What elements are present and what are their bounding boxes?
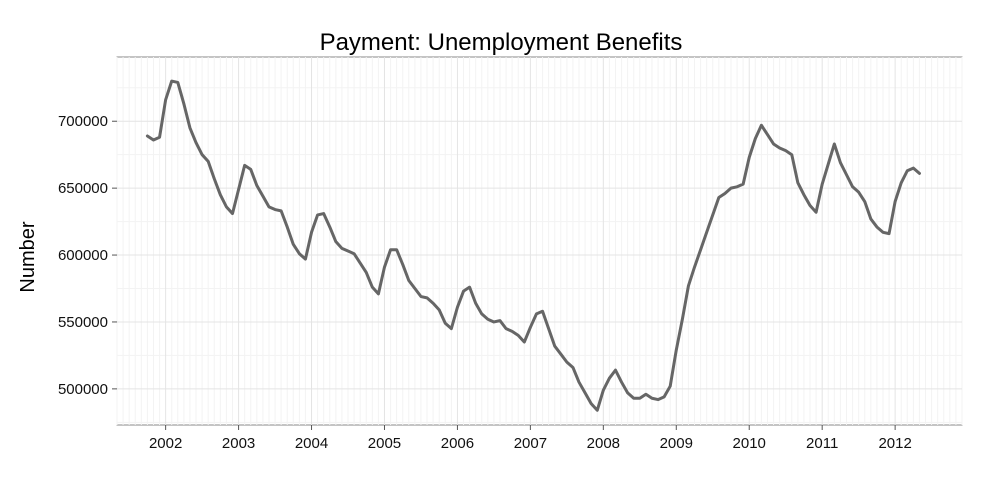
x-tick-label: 2007 bbox=[514, 435, 547, 452]
x-tick-label: 2005 bbox=[368, 435, 401, 452]
y-tick-label: 500000 bbox=[58, 381, 108, 398]
x-tick-label: 2003 bbox=[222, 435, 255, 452]
y-tick-label: 550000 bbox=[58, 314, 108, 331]
plot-panel bbox=[116, 56, 963, 426]
x-tick-label: 2009 bbox=[660, 435, 693, 452]
x-axis-ticks: 2002 2003 2004 2005 2006 2007 2008 2009 2010 2011… bbox=[149, 425, 912, 452]
x-tick-label: 2012 bbox=[878, 435, 911, 452]
y-axis-ticks: 500000 550000 600000 650000 700000 bbox=[58, 113, 117, 398]
y-axis-label: Number bbox=[17, 221, 39, 292]
y-tick-label: 650000 bbox=[58, 180, 108, 197]
x-tick-label: 2004 bbox=[295, 435, 328, 452]
x-tick-label: 2011 bbox=[806, 435, 838, 452]
x-tick-label: 2008 bbox=[587, 435, 620, 452]
y-tick-label: 700000 bbox=[58, 113, 108, 130]
series-line bbox=[145, 79, 921, 412]
series-layer bbox=[145, 79, 921, 412]
x-tick-label: 2002 bbox=[149, 435, 182, 452]
x-tick-label: 2006 bbox=[441, 435, 474, 452]
grid-lines bbox=[116, 57, 963, 425]
x-tick-label: 2010 bbox=[733, 435, 766, 452]
y-tick-label: 600000 bbox=[58, 247, 108, 264]
chart-title: Payment: Unemployment Benefits bbox=[320, 29, 683, 56]
